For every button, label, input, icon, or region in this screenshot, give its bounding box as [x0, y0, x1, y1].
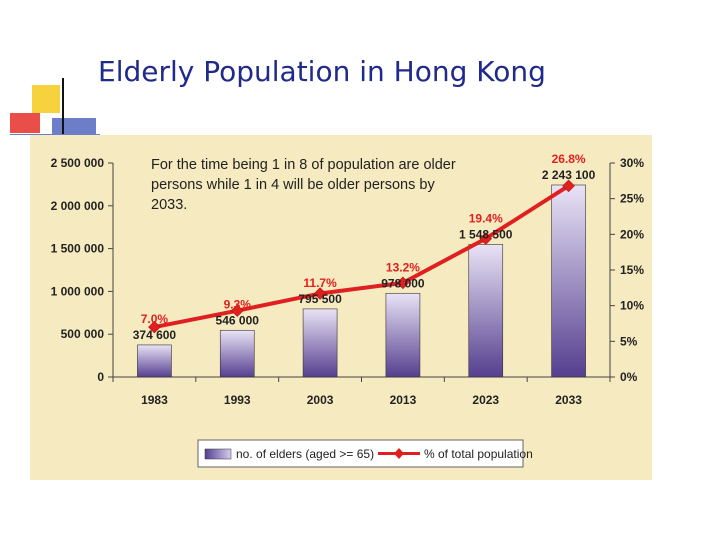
legend-swatch-bars	[204, 448, 232, 460]
y-right-tick-label: 20%	[620, 227, 644, 241]
decor-vertical-line	[62, 78, 64, 140]
y-right-tick-label: 15%	[620, 263, 644, 277]
y-right-tick-label: 0%	[620, 370, 638, 384]
line-point-1983	[148, 320, 161, 334]
x-tick-label: 1983	[141, 393, 168, 407]
value-label-1993: 546 000	[216, 313, 260, 327]
bar-1983	[137, 344, 172, 378]
pct-label-2023: 19.4%	[469, 211, 503, 225]
legend-label-bars: no. of elders (aged >= 65)	[236, 447, 374, 461]
y-left-tick-label: 2 500 000	[51, 156, 105, 170]
x-tick-label: 1993	[224, 393, 251, 407]
y-left-tick-label: 0	[97, 370, 104, 384]
value-label-2033: 2 243 100	[542, 168, 596, 182]
line-point-2013	[396, 276, 410, 290]
line-point-1993	[230, 304, 244, 318]
y-right-tick-label: 10%	[620, 299, 644, 313]
y-right-tick-label: 5%	[620, 334, 638, 348]
legend-label-line: % of total population	[424, 447, 533, 461]
x-tick-label: 2033	[555, 393, 582, 407]
x-tick-label: 2013	[390, 393, 417, 407]
chart-panel	[30, 135, 652, 480]
y-left-tick-label: 2 000 000	[51, 199, 105, 213]
line-point-2023	[479, 232, 493, 245]
y-right-tick-label: 25%	[620, 192, 644, 206]
value-label-2013: 978 000	[381, 276, 425, 290]
bar-1993	[219, 329, 255, 378]
decor-red-square	[10, 113, 40, 133]
x-tick-label: 2003	[307, 393, 334, 407]
pct-label-2013: 13.2%	[386, 260, 420, 274]
y-right-tick-label: 30%	[620, 156, 644, 170]
bar-2033	[551, 184, 586, 378]
y-left-tick-label: 500 000	[61, 327, 105, 341]
legend-swatch-marker	[394, 448, 404, 459]
line-pct-total-population	[154, 184, 570, 330]
bar-2003	[302, 308, 338, 378]
legend-box	[197, 439, 524, 468]
bar-2023	[468, 244, 504, 378]
pct-label-2003: 11.7%	[303, 276, 337, 290]
y-left-tick-label: 1 000 000	[51, 284, 105, 298]
line-point-2003	[313, 287, 327, 300]
pct-label-1983: 7.0%	[141, 312, 169, 326]
value-label-2023: 1 548 500	[459, 227, 513, 241]
pct-label-1993: 9.3%	[224, 297, 252, 311]
value-label-2003: 795 500	[298, 292, 342, 306]
decor-yellow-square	[32, 85, 60, 113]
value-label-1983: 374 600	[133, 328, 177, 342]
y-left-tick-label: 1 500 000	[51, 242, 105, 256]
line-point-2033	[562, 179, 575, 193]
bar-2013	[385, 292, 421, 378]
pct-label-2033: 26.8%	[552, 152, 586, 166]
x-tick-label: 2023	[472, 393, 499, 407]
decor-horizontal-line	[10, 134, 100, 135]
slide-title: Elderly Population in Hong Kong	[98, 55, 546, 88]
chart-annotation: For the time being 1 in 8 of population …	[151, 157, 456, 213]
